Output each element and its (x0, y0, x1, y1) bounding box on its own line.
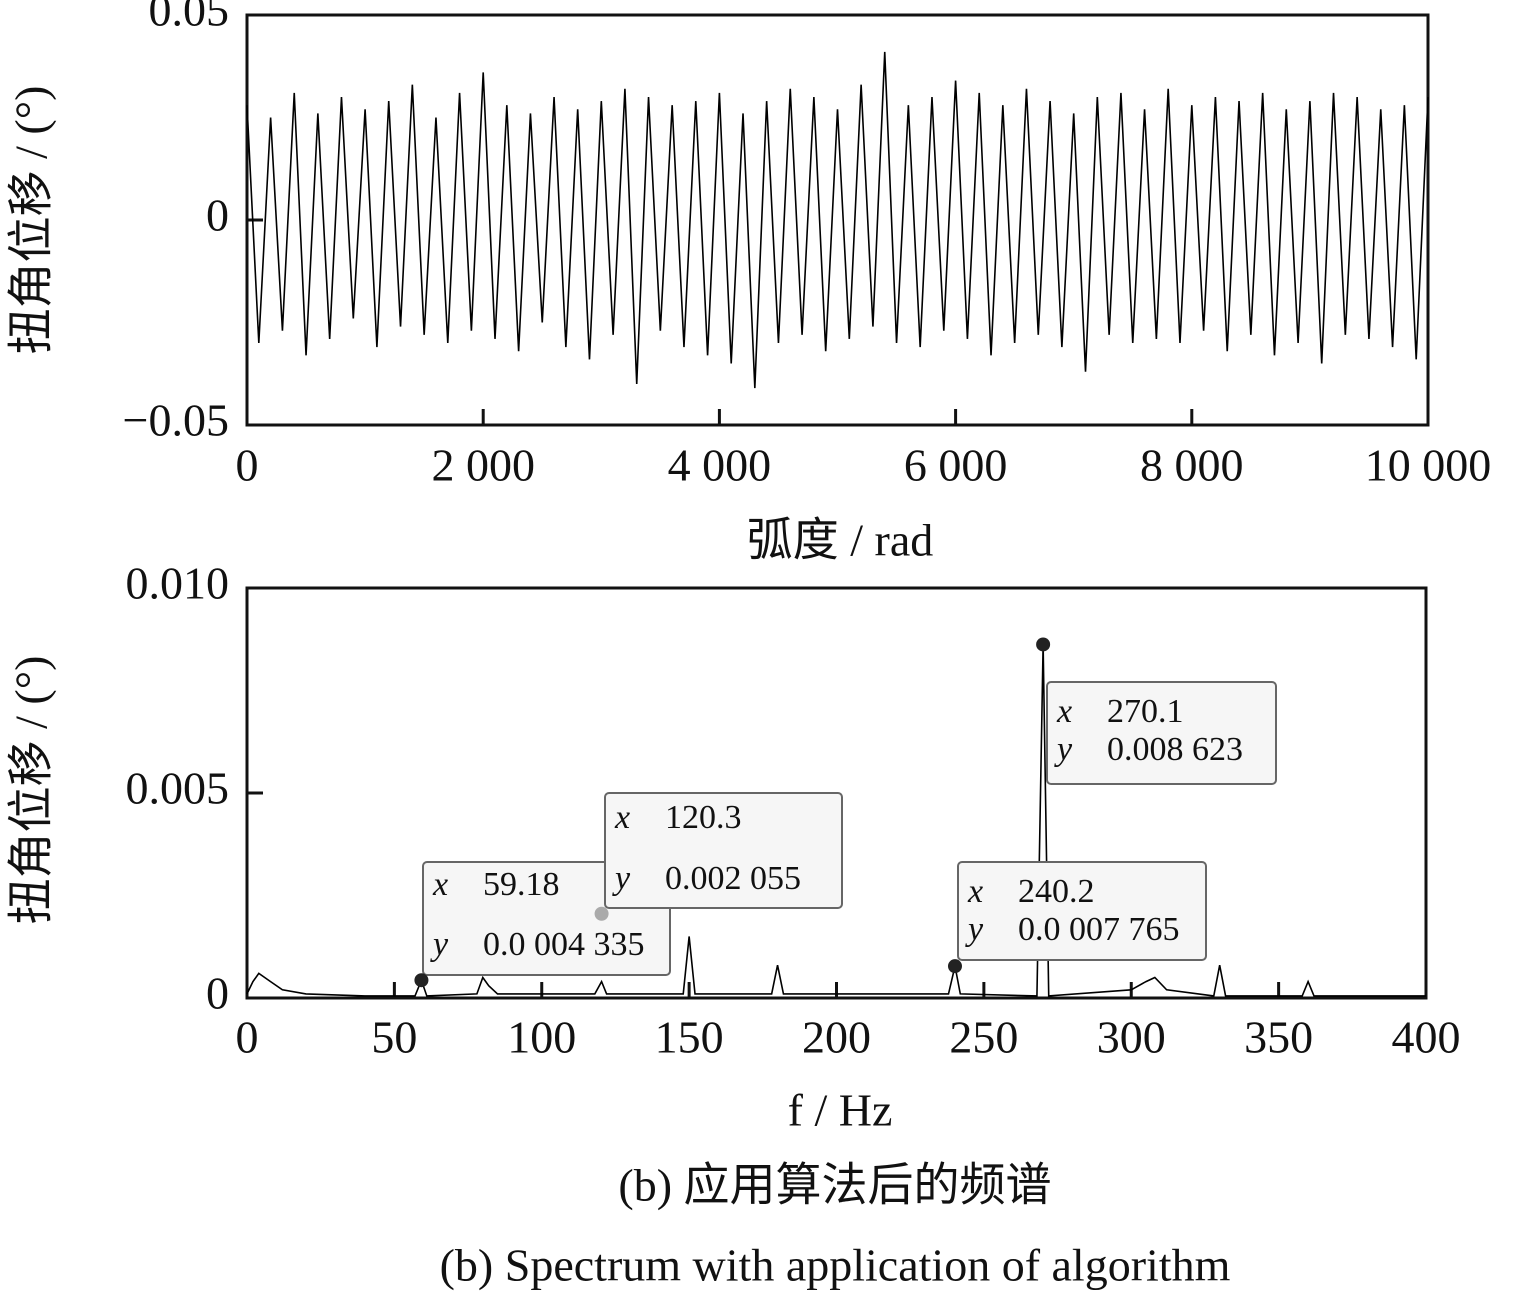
x-tick-label: 300 (1097, 1012, 1166, 1063)
x-tick-label: 0 (236, 440, 259, 491)
datatip-marker (594, 906, 609, 921)
datatip-marker (947, 959, 962, 974)
x-tick-label: 2 000 (431, 440, 535, 491)
datatip-x: 240.2 (1018, 873, 1095, 910)
x-tick-label: 150 (655, 1012, 724, 1063)
caption-cn: (b) 应用算法后的频谱 (618, 1160, 1051, 1211)
y-tick-label: 0.010 (126, 558, 230, 609)
datatip-marker (1036, 637, 1051, 652)
x-tick-label: 100 (507, 1012, 576, 1063)
x-tick-label: 10 000 (1365, 440, 1492, 491)
caption-en: (b) Spectrum with application of algorit… (440, 1240, 1231, 1291)
x-tick-label: 400 (1392, 1012, 1461, 1063)
datatip-key: x (432, 866, 448, 903)
y-tick-label: 0 (206, 968, 229, 1019)
datatip-key: x (614, 799, 630, 836)
plot-frame (245, 13, 1430, 427)
y-axis-label: 扭角位移 / (°) (6, 86, 57, 355)
y-tick-label: −0.05 (123, 395, 229, 446)
datatip-key: y (965, 911, 984, 948)
x-tick-label: 50 (371, 1012, 417, 1063)
datatip-y: 0.008 623 (1107, 731, 1243, 768)
y-tick-label: 0.05 (149, 0, 230, 36)
x-tick-label: 0 (236, 1012, 259, 1063)
datatip-marker (414, 973, 429, 988)
y-axis-label: 扭角位移 / (°) (6, 656, 57, 925)
x-tick-label: 200 (802, 1012, 871, 1063)
datatip-key: y (1054, 731, 1073, 768)
y-tick-label: 0.005 (126, 763, 230, 814)
datatip-x: 120.3 (665, 799, 742, 836)
datatip-y: 0.0 004 335 (483, 926, 645, 963)
x-axis-label: f / Hz (788, 1085, 893, 1136)
datatip-box (1046, 681, 1277, 785)
datatip-y: 0.0 007 765 (1018, 911, 1180, 948)
datatip-y: 0.002 055 (665, 860, 801, 897)
x-tick-label: 8 000 (1140, 440, 1244, 491)
x-tick-label: 250 (949, 1012, 1018, 1063)
datatip-box (604, 792, 843, 909)
datatip-x: 270.1 (1107, 693, 1184, 730)
signal-line (246, 644, 1426, 997)
signal-line (246, 51, 1429, 389)
datatip-key: x (967, 873, 983, 910)
datatip-box (957, 861, 1207, 961)
x-axis-label: 弧度 / rad (747, 515, 934, 566)
datatip-key: x (1056, 693, 1072, 730)
x-tick-label: 6 000 (904, 440, 1008, 491)
datatip-key: y (430, 926, 449, 963)
datatip-x: 59.18 (483, 866, 560, 903)
x-tick-label: 4 000 (668, 440, 772, 491)
y-tick-label: 0 (206, 190, 229, 241)
x-tick-label: 350 (1244, 1012, 1313, 1063)
datatip-key: y (612, 860, 631, 897)
